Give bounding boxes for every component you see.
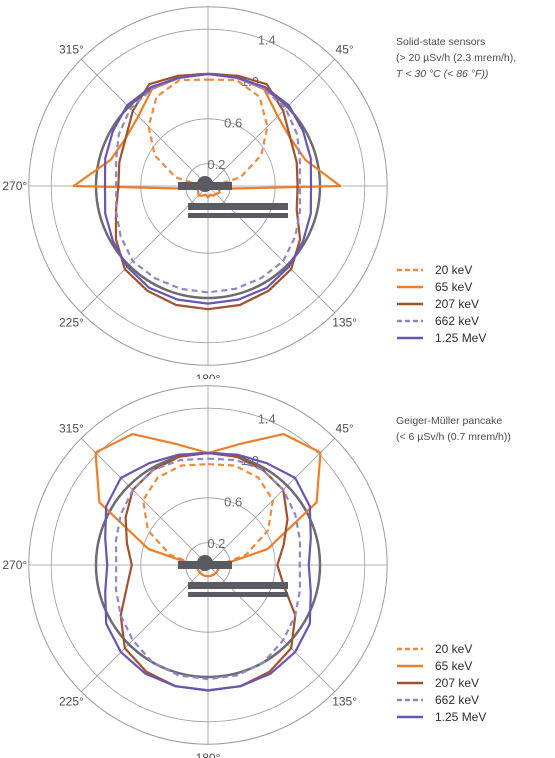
legend-swatch <box>397 715 423 718</box>
series-line <box>94 432 322 578</box>
note-line: (< 6 µSv/h (0.7 mrem/h)) <box>396 431 511 443</box>
legend-item: 20 keV <box>395 640 545 657</box>
legend-label: 20 keV <box>435 641 473 656</box>
legend-swatch <box>397 302 423 305</box>
radial-tick-label: 1.4 <box>258 33 276 48</box>
series-line <box>104 451 312 692</box>
series-line <box>114 457 302 681</box>
angle-tick-label: 135° <box>332 695 357 709</box>
grid-spoke <box>81 185 209 313</box>
detector-body <box>188 203 288 210</box>
note-line: T < 30 °C (< 86 °F)) <box>396 68 489 80</box>
detector-body <box>188 213 288 218</box>
legend-item: 65 keV <box>395 278 545 295</box>
legend-swatch <box>397 647 423 650</box>
legend-item: 65 keV <box>395 657 545 674</box>
legend-item: 662 keV <box>395 312 545 329</box>
legend-label: 65 keV <box>435 658 473 673</box>
polar-plot: 0°45°90°135°180°225°270°315°0.20.61.01.4 <box>2 6 388 379</box>
legend-label: 1.25 MeV <box>435 709 487 724</box>
series-line <box>103 72 313 305</box>
detector-icon <box>178 176 288 218</box>
angle-tick-label: 225° <box>59 316 84 330</box>
legend-item: 1.25 MeV <box>395 708 545 725</box>
legend-swatch <box>397 336 423 339</box>
detector-body <box>188 592 288 597</box>
legend-label: 65 keV <box>435 279 473 294</box>
note-line: Geiger-Müller pancake <box>396 415 503 427</box>
legend-swatch <box>397 285 423 288</box>
angle-tick-label: 180° <box>196 372 221 379</box>
grid-spoke <box>81 438 209 566</box>
angle-tick-label: 45° <box>336 42 354 56</box>
radial-tick-label: 0.6 <box>224 495 242 510</box>
chart-legend: 20 keV 65 keV 207 keV 662 keV 1.25 MeV <box>395 261 545 346</box>
grid-spoke <box>81 59 209 187</box>
angle-tick-label: 270° <box>2 558 27 572</box>
chart-note: Solid-state sensors (> 20 µSv/h (2.3 mre… <box>396 34 516 82</box>
legend-swatch <box>397 681 423 684</box>
series-line <box>114 72 302 294</box>
legend-label: 662 keV <box>435 692 480 707</box>
note-line: Solid-state sensors <box>396 36 486 48</box>
grid-spoke <box>207 438 335 566</box>
polar-plot: 0°45°90°135°180°225°270°315°0.20.61.01.4 <box>2 385 388 758</box>
angle-tick-label: 270° <box>2 179 27 193</box>
legend-item: 20 keV <box>395 261 545 278</box>
legend-item: 207 keV <box>395 295 545 312</box>
radial-tick-label: 1.4 <box>258 412 276 427</box>
legend-item: 207 keV <box>395 674 545 691</box>
legend-label: 1.25 MeV <box>435 330 487 345</box>
detector-head <box>197 555 213 571</box>
detector-head <box>197 176 213 192</box>
detector-icon <box>178 555 288 597</box>
legend-item: 1.25 MeV <box>395 329 545 346</box>
angle-tick-label: 315° <box>59 42 84 56</box>
legend-label: 207 keV <box>435 296 480 311</box>
angle-tick-label: 225° <box>59 695 84 709</box>
polar-chart-geiger-muller: 0°45°90°135°180°225°270°315°0.20.61.01.4… <box>0 379 555 758</box>
angle-tick-label: 135° <box>332 316 357 330</box>
chart-legend: 20 keV 65 keV 207 keV 662 keV 1.25 MeV <box>395 640 545 725</box>
angle-tick-label: 180° <box>196 751 221 758</box>
legend-label: 662 keV <box>435 313 480 328</box>
legend-label: 20 keV <box>435 262 473 277</box>
chart-note: Geiger-Müller pancake (< 6 µSv/h (0.7 mr… <box>396 413 511 445</box>
radial-tick-label: 0.2 <box>207 536 225 551</box>
radial-tick-label: 0.6 <box>224 116 242 131</box>
legend-swatch <box>397 319 423 322</box>
legend-swatch <box>397 664 423 667</box>
legend-swatch <box>397 698 423 701</box>
radial-tick-label: 0.2 <box>207 157 225 172</box>
angle-tick-label: 315° <box>59 421 84 435</box>
angle-tick-label: 45° <box>336 421 354 435</box>
grid-spoke <box>207 59 335 187</box>
grid-spoke <box>81 564 209 692</box>
series-line <box>114 72 302 311</box>
detector-body <box>188 582 288 589</box>
legend-swatch <box>397 268 423 271</box>
polar-chart-solid-state: 0°45°90°135°180°225°270°315°0.20.61.01.4… <box>2 6 545 379</box>
note-line: (> 20 µSv/h (2.3 mrem/h), <box>396 52 517 64</box>
legend-item: 662 keV <box>395 691 545 708</box>
legend-label: 207 keV <box>435 675 480 690</box>
